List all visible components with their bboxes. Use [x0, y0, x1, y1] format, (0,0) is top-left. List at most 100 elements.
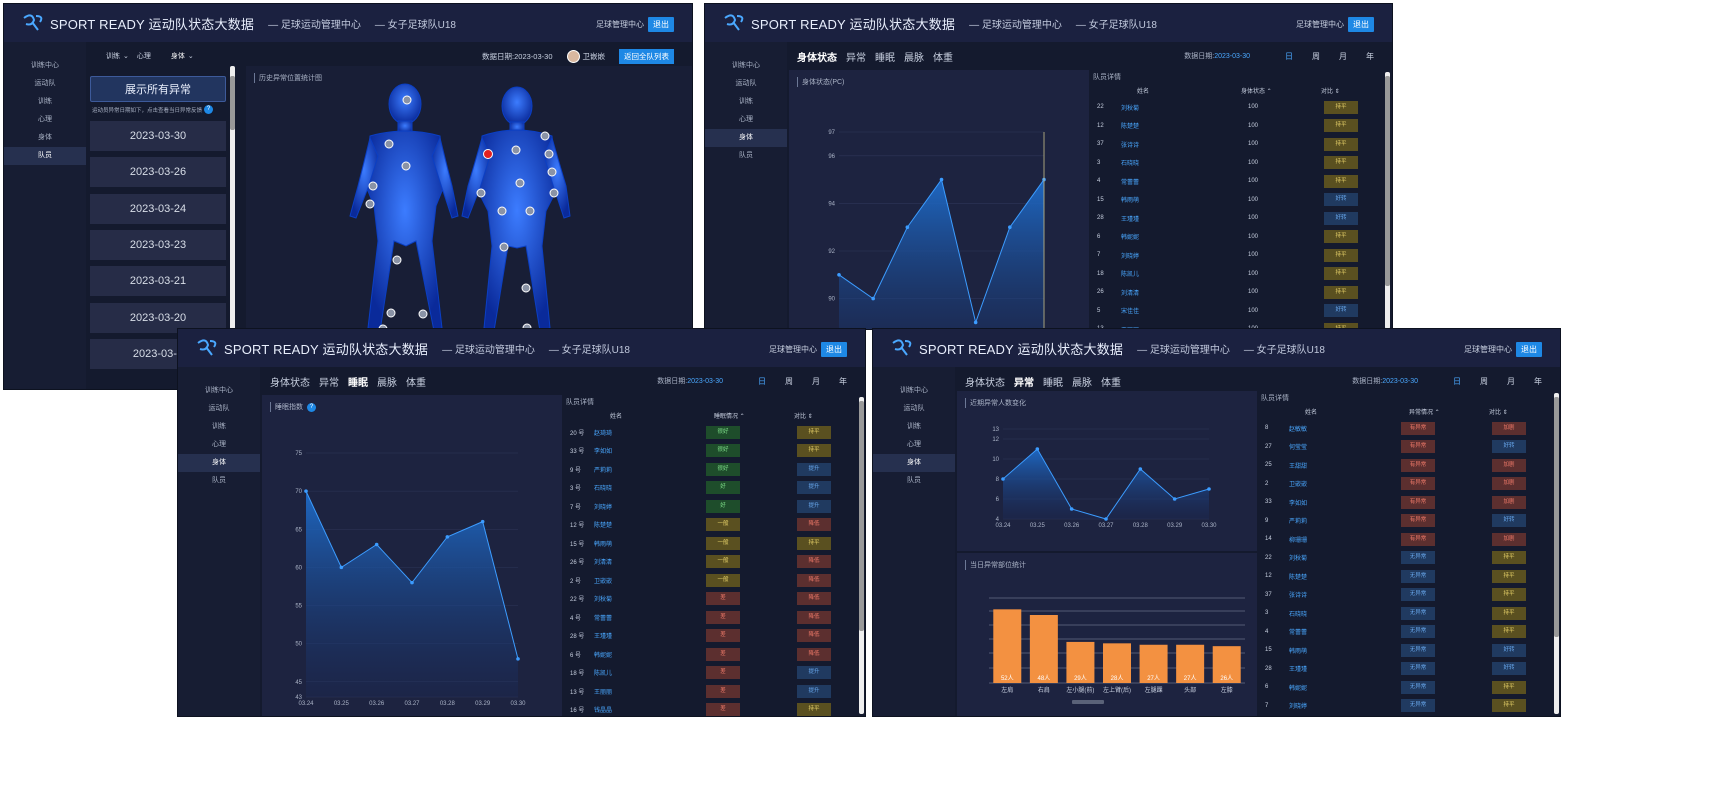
period-2[interactable]: 月	[812, 376, 820, 386]
table-row[interactable]: 9 严莉莉 有异常 好转	[1259, 512, 1551, 531]
table-row[interactable]: 22 号 刘秋菊 差 降低	[564, 590, 856, 609]
player-name-link[interactable]: 常蕾蕾	[594, 615, 613, 622]
bar[interactable]	[1176, 644, 1205, 683]
table-row[interactable]: 2 号 卫嵌嵌 一般 降低	[564, 571, 856, 590]
data-point[interactable]	[410, 580, 414, 585]
player-name-link[interactable]: 陈凯儿	[1121, 272, 1140, 279]
player-name-link[interactable]: 王瑾瑾	[1121, 216, 1140, 223]
table-row[interactable]: 37 张诗诗 100 持平	[1091, 135, 1383, 154]
column-header-2[interactable]: 对比 ⇕	[794, 413, 813, 420]
tab-3[interactable]: 晨脉	[904, 52, 924, 64]
sidebar-item-2[interactable]: 训练	[212, 423, 226, 430]
data-point[interactable]	[1207, 487, 1211, 491]
table-row[interactable]: 27 何莹莹 有异常 好转	[1259, 438, 1551, 457]
tab-4[interactable]: 体重	[933, 52, 953, 64]
player-name-link[interactable]: 赵敏敏	[1289, 426, 1308, 433]
logout-button[interactable]: 退出	[1516, 342, 1542, 357]
table-row[interactable]: 15 号 韩雨萌 一般 持平	[564, 534, 856, 553]
table-row[interactable]: 8 赵敏敏 有异常 加剧	[1259, 419, 1551, 438]
nav-body[interactable]: 身体	[170, 53, 185, 60]
table-row[interactable]: 25 王甜甜 有异常 加剧	[1259, 456, 1551, 475]
data-point[interactable]	[939, 177, 944, 182]
player-name-link[interactable]: 王丽丽	[594, 689, 613, 696]
player-name-link[interactable]: 李如如	[1289, 500, 1308, 507]
bar[interactable]	[1103, 643, 1131, 683]
sidebar-item-3[interactable]: 心理	[739, 116, 753, 123]
date-list-item[interactable]: 2023-03-26	[90, 157, 226, 188]
sidebar-item-5[interactable]: 队员	[212, 477, 226, 484]
sidebar-item-4[interactable]: 身体	[38, 134, 52, 141]
player-name-link[interactable]: 何莹莹	[1289, 445, 1308, 452]
table-row[interactable]: 13 王丽丽 100 持平	[1091, 320, 1383, 329]
date-value[interactable]: 2023-03-30	[1214, 52, 1250, 60]
period-3[interactable]: 年	[1534, 376, 1542, 386]
date-list-item[interactable]: 2023-03-23	[90, 229, 226, 260]
table-row[interactable]: 18 号 陈凯儿 差 提升	[564, 664, 856, 683]
table-row[interactable]: 5 宋佳佳 100 好转	[1091, 302, 1383, 321]
player-name-link[interactable]: 常蕾蕾	[1121, 179, 1140, 186]
player-name-link[interactable]: 卫嵌嵌	[594, 578, 613, 585]
period-3[interactable]: 年	[839, 376, 847, 386]
player-name-link[interactable]: 韩雨萌	[594, 541, 613, 548]
data-point[interactable]	[1172, 497, 1177, 501]
player-name-link[interactable]: 韩妮妮	[594, 652, 613, 659]
player-name-link[interactable]: 宋佳佳	[1121, 309, 1140, 316]
column-header-0[interactable]: 姓名	[1137, 88, 1150, 95]
period-2[interactable]: 月	[1507, 376, 1515, 386]
sidebar-item-0[interactable]: 训练中心	[205, 387, 233, 394]
help-icon[interactable]: ?	[307, 402, 316, 412]
table-row[interactable]: 14 柳珊珊 有异常 加剧	[1259, 530, 1551, 549]
player-name-link[interactable]: 韩雨萌	[1121, 198, 1140, 205]
sidebar-item-4[interactable]: 身体	[178, 454, 260, 472]
table-row[interactable]: 15 韩雨萌 100 好转	[1091, 191, 1383, 210]
player-name-link[interactable]: 刘晓婷	[1289, 704, 1308, 711]
sidebar-item-2[interactable]: 训练	[38, 98, 52, 105]
sidebar-item-0[interactable]: 训练中心	[900, 387, 928, 394]
player-name-link[interactable]: 刘清清	[1121, 290, 1140, 297]
tab-1[interactable]: 异常	[846, 52, 866, 64]
chart-scroll-handle[interactable]	[1072, 700, 1104, 704]
tab-2[interactable]: 睡眠	[1043, 377, 1063, 389]
player-name-link[interactable]: 刘秋菊	[1121, 105, 1140, 112]
sidebar-item-0[interactable]: 训练中心	[31, 62, 59, 69]
data-point[interactable]	[339, 565, 344, 570]
sidebar-item-1[interactable]: 运动队	[903, 405, 925, 412]
data-point[interactable]	[374, 542, 379, 547]
logout-button[interactable]: 退出	[1348, 17, 1374, 32]
tab-0[interactable]: 身体状态	[965, 377, 1005, 389]
table-row[interactable]: 13 号 王丽丽 差 提升	[564, 682, 856, 701]
table-row[interactable]: 28 王瑾瑾 无异常 好转	[1259, 660, 1551, 679]
player-name-link[interactable]: 钱晶晶	[594, 708, 613, 715]
player-name-link[interactable]: 陈楚楚	[594, 523, 613, 530]
data-point[interactable]	[837, 273, 841, 277]
player-name-link[interactable]: 石晓晓	[1121, 161, 1140, 168]
player-name-link[interactable]: 韩妮妮	[1121, 235, 1140, 242]
table-row[interactable]: 6 号 韩妮妮 差 降低	[564, 645, 856, 664]
player-name-link[interactable]: 张诗诗	[1289, 593, 1308, 600]
sidebar-item-3[interactable]: 心理	[38, 116, 52, 123]
sidebar-item-5[interactable]: 队员	[739, 152, 753, 159]
bar[interactable]	[1029, 615, 1058, 683]
table-row[interactable]: 2 卫嵌嵌 有异常 加剧	[1259, 475, 1551, 494]
tab-0[interactable]: 身体状态	[797, 52, 837, 64]
period-1[interactable]: 周	[785, 376, 793, 386]
bar[interactable]	[1139, 644, 1168, 683]
table-row[interactable]: 15 韩雨萌 无异常 好转	[1259, 641, 1551, 660]
column-header-1[interactable]: 睡眠情况 ⌃	[714, 413, 745, 420]
sidebar-item-3[interactable]: 心理	[907, 441, 921, 448]
date-list-item[interactable]: 2023-03-20	[90, 302, 226, 333]
player-name-link[interactable]: 刘晓婷	[1121, 253, 1140, 260]
data-point[interactable]	[480, 519, 485, 524]
sidebar-item-4[interactable]: 身体	[873, 454, 955, 472]
player-name-link[interactable]: 严莉莉	[1289, 519, 1308, 526]
table-row[interactable]: 12 号 陈楚楚 一般 降低	[564, 516, 856, 535]
sidebar-item-0[interactable]: 训练中心	[732, 62, 760, 69]
nav-mental[interactable]: 心理	[136, 53, 151, 60]
player-name-link[interactable]: 韩雨萌	[1289, 648, 1308, 655]
column-header-1[interactable]: 身体状态 ⌃	[1241, 88, 1272, 95]
column-header-2[interactable]: 对比 ⇕	[1489, 409, 1508, 416]
table-row[interactable]: 26 刘清清 100 持平	[1091, 283, 1383, 302]
table-row[interactable]: 18 陈凯儿 100 持平	[1091, 265, 1383, 284]
nav-training[interactable]: 训练	[106, 53, 120, 60]
table-row[interactable]: 33 号 李如如 很好 持平	[564, 442, 856, 461]
